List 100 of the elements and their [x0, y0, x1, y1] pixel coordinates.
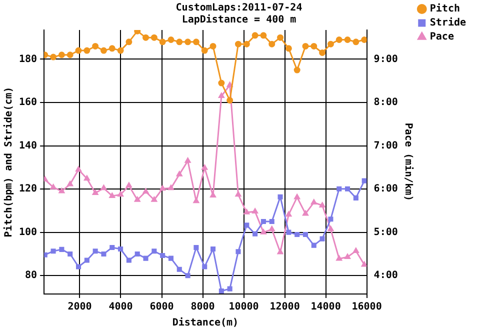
point [320, 236, 325, 242]
point [126, 182, 132, 188]
point [118, 191, 124, 197]
y-tick-label: 180 [19, 54, 38, 65]
point [234, 40, 242, 48]
point [353, 195, 358, 200]
point [201, 47, 208, 54]
point [160, 185, 166, 191]
point [294, 232, 300, 238]
point [142, 34, 150, 41]
point [202, 264, 208, 270]
point [277, 34, 284, 41]
point [92, 190, 98, 195]
point [76, 166, 82, 172]
point [184, 158, 191, 163]
x-tick-label: 8000 [190, 302, 215, 313]
x-tick-label: 2000 [68, 302, 92, 313]
point [319, 49, 326, 56]
point [260, 218, 266, 224]
point [243, 40, 250, 48]
point [344, 36, 351, 43]
point [109, 192, 116, 198]
point [134, 196, 140, 202]
point [252, 32, 258, 39]
point [202, 164, 208, 170]
point [185, 273, 190, 278]
point [152, 248, 157, 254]
point [260, 229, 266, 234]
point [244, 209, 250, 214]
y-tick-label: 100 [19, 226, 38, 238]
point [336, 36, 342, 43]
point [84, 47, 90, 54]
point [352, 38, 360, 46]
point [328, 216, 334, 222]
x-tick-label: 4000 [108, 302, 133, 313]
point [210, 246, 216, 252]
point [227, 286, 232, 292]
chart-subtitle: LapDistance = 400 m [182, 14, 296, 26]
point [50, 248, 56, 254]
x-tick-label: 16000 [352, 302, 382, 313]
point [310, 199, 317, 204]
point [210, 42, 216, 50]
point [252, 208, 258, 214]
point [353, 248, 359, 253]
point [302, 210, 308, 216]
y-tick-label: 80 [25, 270, 38, 282]
y2-tick-label: 7:00 [374, 140, 398, 152]
point [226, 97, 234, 104]
x-tick-label: 6000 [150, 302, 174, 313]
point [302, 42, 309, 50]
point [236, 249, 241, 254]
point [59, 246, 64, 252]
chart-title: CustomLaps:2011-07-24 [176, 2, 302, 14]
point [117, 47, 124, 54]
point [101, 251, 106, 256]
y-axis-title: Pitch(bpm) and Stride(cm) [2, 86, 15, 238]
point [176, 171, 182, 176]
point [151, 196, 158, 202]
point [176, 38, 183, 46]
point [311, 242, 316, 248]
point [58, 188, 65, 194]
y-tick-label: 160 [19, 97, 38, 108]
point [160, 252, 166, 258]
point [75, 47, 82, 54]
y2-tick-label: 8:00 [374, 97, 398, 108]
point [68, 251, 73, 256]
point [142, 188, 149, 194]
point [168, 36, 174, 43]
y2-tick-label: 6:00 [374, 184, 398, 195]
point [66, 52, 74, 58]
point [159, 38, 166, 46]
legend-label: Pitch [430, 2, 460, 15]
point [244, 222, 250, 228]
point [76, 264, 82, 270]
point [226, 82, 233, 88]
point [327, 40, 334, 48]
point [84, 258, 90, 263]
legend-label: Stride [430, 16, 466, 29]
point [336, 186, 342, 192]
point [302, 232, 308, 238]
point [235, 191, 242, 197]
point [168, 184, 174, 190]
point [176, 266, 182, 272]
point [108, 45, 116, 52]
point [268, 40, 276, 48]
point [278, 194, 283, 200]
point [134, 251, 140, 256]
point [286, 230, 292, 235]
x-tick-label: 10000 [228, 302, 259, 313]
y-tick-label: 140 [19, 140, 38, 152]
point [319, 202, 326, 208]
point [193, 198, 200, 204]
x-tick-label: 14000 [310, 302, 341, 313]
point [218, 92, 224, 98]
point [344, 254, 350, 259]
point [218, 80, 225, 86]
point [92, 248, 98, 254]
point [50, 184, 56, 190]
point [336, 255, 342, 261]
point [277, 248, 284, 254]
